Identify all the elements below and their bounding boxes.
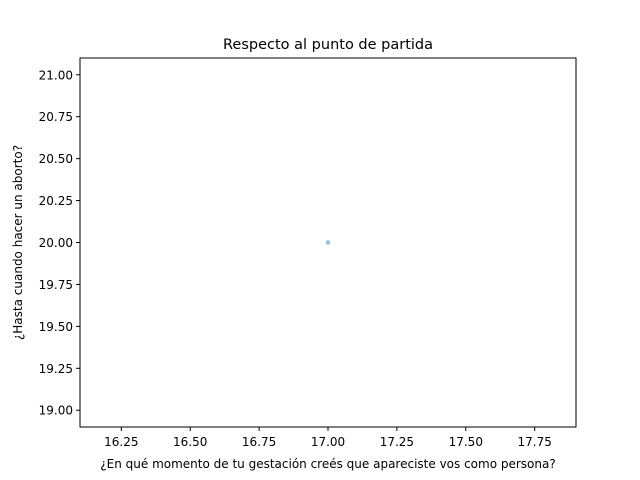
x-tick-label: 17.00	[311, 435, 345, 449]
y-tick-label: 19.50	[39, 320, 73, 334]
y-tick-label: 20.50	[39, 152, 73, 166]
y-tick-label: 20.75	[39, 110, 73, 124]
y-tick-label: 21.00	[39, 68, 73, 82]
scatter-point	[325, 240, 331, 245]
y-axis-label: ¿Hasta cuando hacer un aborto?	[11, 145, 25, 340]
y-tick-label: 19.25	[39, 362, 73, 376]
x-tick-label: 16.50	[173, 435, 207, 449]
x-tick-label: 17.75	[517, 435, 551, 449]
y-axis: 19.00 19.25 19.50 19.75 20.00 20.25 20.50 20.75…	[39, 68, 80, 418]
x-tick-label: 16.75	[242, 435, 276, 449]
x-tick-label: 17.50	[449, 435, 483, 449]
x-axis-label: ¿En qué momento de tu gestación creés qu…	[100, 457, 555, 471]
y-tick-label: 19.75	[39, 278, 73, 292]
y-tick-label: 20.00	[39, 236, 73, 250]
x-tick-label: 17.25	[380, 435, 414, 449]
y-tick-label: 19.00	[39, 404, 73, 418]
plot-area	[79, 57, 577, 428]
x-axis: 16.25 16.50 16.75 17.00 17.25 17.50 17.75	[104, 427, 552, 449]
y-tick-label: 20.25	[39, 194, 73, 208]
chart-title: Respecto al punto de partida	[223, 37, 433, 53]
x-tick-label: 16.25	[104, 435, 138, 449]
